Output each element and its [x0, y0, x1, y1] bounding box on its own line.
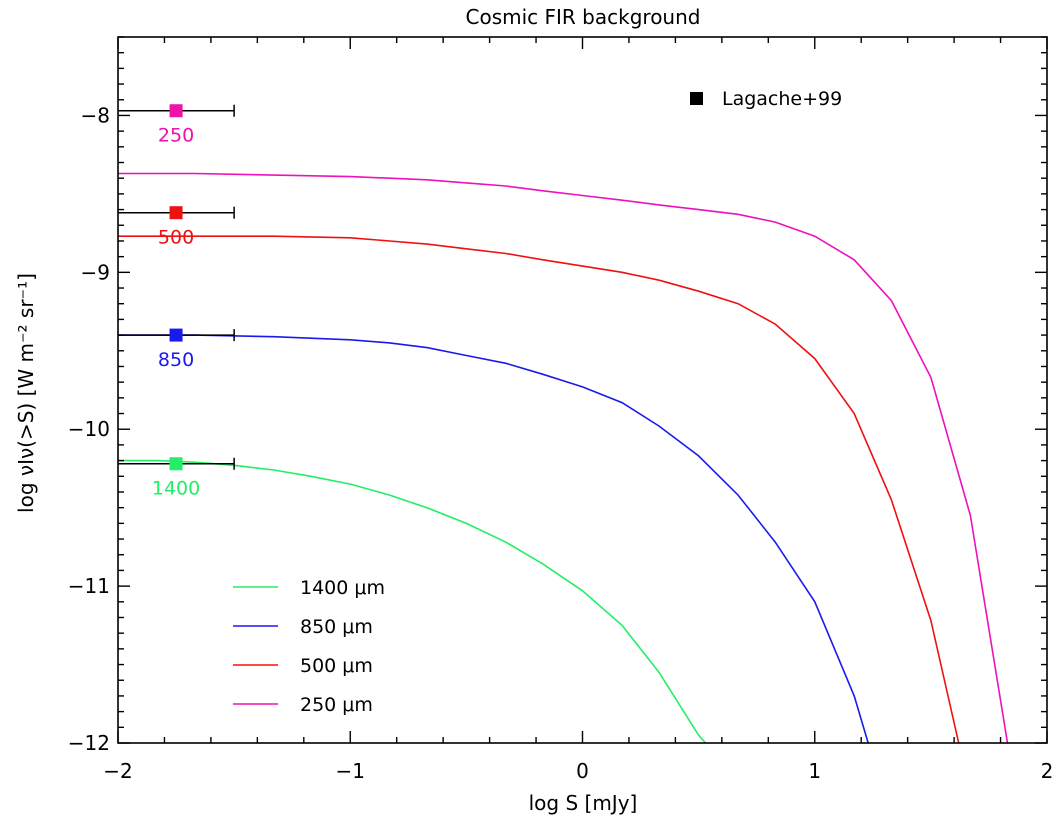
data-point-850: 850	[118, 328, 235, 371]
x-tick-label: 0	[576, 759, 589, 783]
legend-item: 500 μm	[233, 655, 373, 677]
y-tick-label: −10	[68, 417, 110, 441]
y-tick-label: −11	[68, 574, 110, 598]
chart-title: Cosmic FIR background	[466, 5, 701, 29]
y-axis-ticks: −12 −11 −10 −9 −8	[68, 36, 1047, 755]
data-point-label: 500	[158, 227, 194, 249]
y-tick-label: −8	[81, 103, 110, 127]
data-point-label: 850	[158, 349, 194, 371]
marker-legend: Lagache+99	[690, 88, 842, 110]
data-point-label: 250	[158, 125, 194, 147]
x-tick-label: −1	[336, 759, 365, 783]
legend: 1400 μm 850 μm 500 μm 250 μm	[233, 577, 385, 716]
legend-label: 500 μm	[300, 655, 373, 677]
x-axis-label: log S [mJy]	[529, 791, 638, 815]
data-point-1400: 1400	[118, 457, 235, 500]
data-point-marker	[169, 104, 183, 118]
x-tick-label: −2	[103, 759, 132, 783]
marker-legend-symbol	[690, 92, 703, 105]
y-axis-label: log νIν(>S) [W m⁻² sr⁻¹]	[14, 273, 38, 513]
plot-frame	[117, 36, 1048, 744]
data-point-250: 250	[118, 104, 235, 147]
data-point-marker	[169, 457, 183, 471]
data-point-marker	[169, 206, 183, 220]
legend-label: 250 μm	[300, 694, 373, 716]
legend-label: 1400 μm	[300, 577, 385, 599]
data-points: 250 500 850 1400	[118, 104, 235, 500]
data-point-500: 500	[118, 206, 235, 249]
marker-legend-label: Lagache+99	[722, 88, 842, 110]
y-tick-label: −9	[81, 260, 110, 284]
legend-label: 850 μm	[300, 616, 373, 638]
x-tick-label: 1	[808, 759, 821, 783]
x-axis-ticks: −2 −1 0 1 2	[103, 37, 1053, 783]
data-point-marker	[169, 328, 183, 342]
legend-item: 250 μm	[233, 694, 373, 716]
series-line-850	[118, 334, 869, 744]
legend-item: 850 μm	[233, 616, 373, 638]
x-tick-label: 2	[1041, 759, 1054, 783]
data-point-label: 1400	[152, 478, 200, 500]
legend-item: 1400 μm	[233, 577, 385, 599]
series-line-250	[118, 172, 1009, 744]
y-tick-label: −12	[68, 731, 110, 755]
series-line-500	[118, 235, 960, 744]
